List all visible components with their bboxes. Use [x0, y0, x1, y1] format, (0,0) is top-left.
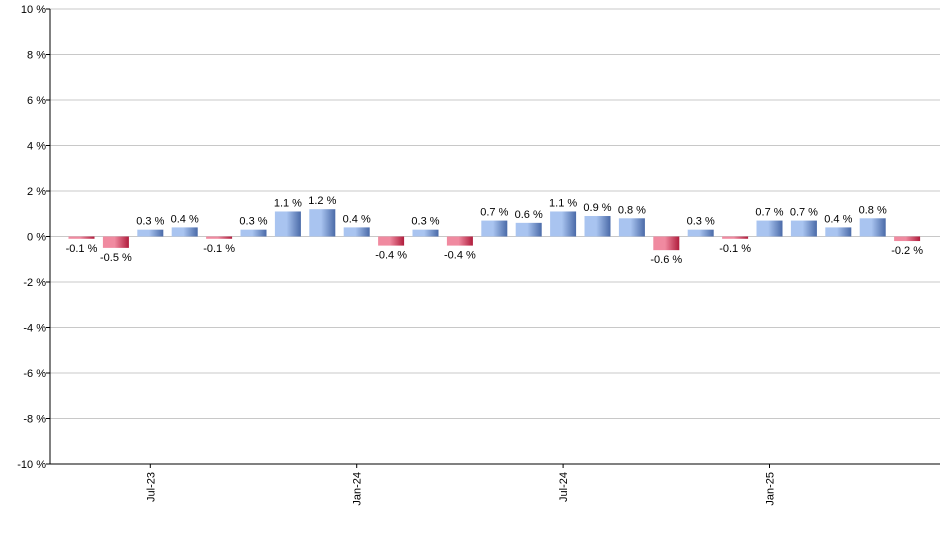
- bar: [274, 211, 301, 237]
- y-tick-label: 10 %: [21, 4, 46, 16]
- bar: [859, 218, 886, 237]
- bar: [378, 236, 405, 246]
- bar: [171, 227, 198, 237]
- y-tick-label: -2 %: [23, 277, 46, 289]
- bar: [584, 216, 611, 237]
- y-tick-label: -6 %: [23, 368, 46, 380]
- bar: [446, 236, 473, 246]
- bar: [894, 236, 921, 242]
- data-label: 0.3 %: [687, 216, 715, 228]
- bar: [756, 220, 783, 237]
- data-label: -0.1 %: [66, 243, 98, 255]
- bar: [412, 229, 439, 237]
- bar: [653, 236, 680, 251]
- x-tick-label: Jan-25: [765, 472, 777, 506]
- bar: [102, 236, 129, 248]
- data-label: 0.4 %: [171, 213, 199, 225]
- data-label: -0.5 %: [100, 252, 132, 264]
- y-tick-label: 6 %: [27, 95, 46, 107]
- data-labels: -0.1 %-0.5 %0.3 % 0.4 %-0.1 %0.3 %1.1 % 1.…: [66, 195, 924, 266]
- bar: [206, 236, 233, 239]
- y-axis-ticks: 10 % 8 % 6 % 4 % 2 % 0 % -2 % -4 % -6 % -8 % -10 %: [17, 4, 50, 471]
- bar: [825, 227, 852, 237]
- data-label: -0.1 %: [719, 243, 751, 255]
- bar: [687, 229, 714, 237]
- bar: [618, 218, 645, 237]
- data-label: 0.3 %: [136, 216, 164, 228]
- y-tick-label: 8 %: [27, 50, 46, 62]
- x-tick-label: Jul-24: [558, 472, 570, 502]
- data-label: 0.7 %: [755, 207, 783, 219]
- x-tick-label: Jan-24: [352, 472, 364, 506]
- bar: [550, 211, 577, 237]
- data-label: -0.2 %: [891, 245, 923, 257]
- data-label: -0.4 %: [375, 250, 407, 262]
- bar: [68, 236, 95, 239]
- data-label: 0.6 %: [515, 209, 543, 221]
- bar: [240, 229, 267, 237]
- data-label: 0.3 %: [411, 216, 439, 228]
- y-tick-label: -4 %: [23, 323, 46, 335]
- data-label: -0.1 %: [203, 243, 235, 255]
- data-label: 0.8 %: [618, 204, 646, 216]
- data-label: -0.4 %: [444, 250, 476, 262]
- y-tick-label: -8 %: [23, 414, 46, 426]
- x-tick-label: Jul-23: [145, 472, 157, 502]
- y-tick-label: 4 %: [27, 141, 46, 153]
- bar: [481, 220, 508, 237]
- axes: [49, 9, 940, 465]
- data-label: 0.8 %: [859, 204, 887, 216]
- bar: [790, 220, 817, 237]
- data-label: 1.2 %: [308, 195, 336, 207]
- bar: [343, 227, 370, 237]
- data-label: 1.1 %: [274, 197, 302, 209]
- data-label: 0.4 %: [343, 213, 371, 225]
- x-axis-ticks: Jul-23 Jan-24 Jul-24 Jan-25: [145, 464, 777, 506]
- data-label: 0.9 %: [583, 202, 611, 214]
- y-tick-label: -10 %: [17, 459, 46, 471]
- data-label: 0.7 %: [480, 207, 508, 219]
- bar: [137, 229, 164, 237]
- bar: [722, 236, 749, 239]
- bar: [309, 209, 336, 237]
- data-label: 0.4 %: [824, 213, 852, 225]
- y-tick-label: 2 %: [27, 186, 46, 198]
- bar: [515, 222, 542, 237]
- y-tick-label: 0 %: [27, 232, 46, 244]
- bars: [68, 209, 921, 251]
- data-label: -0.6 %: [650, 254, 682, 266]
- data-label: 0.3 %: [239, 216, 267, 228]
- data-label: 1.1 %: [549, 197, 577, 209]
- data-label: 0.7 %: [790, 207, 818, 219]
